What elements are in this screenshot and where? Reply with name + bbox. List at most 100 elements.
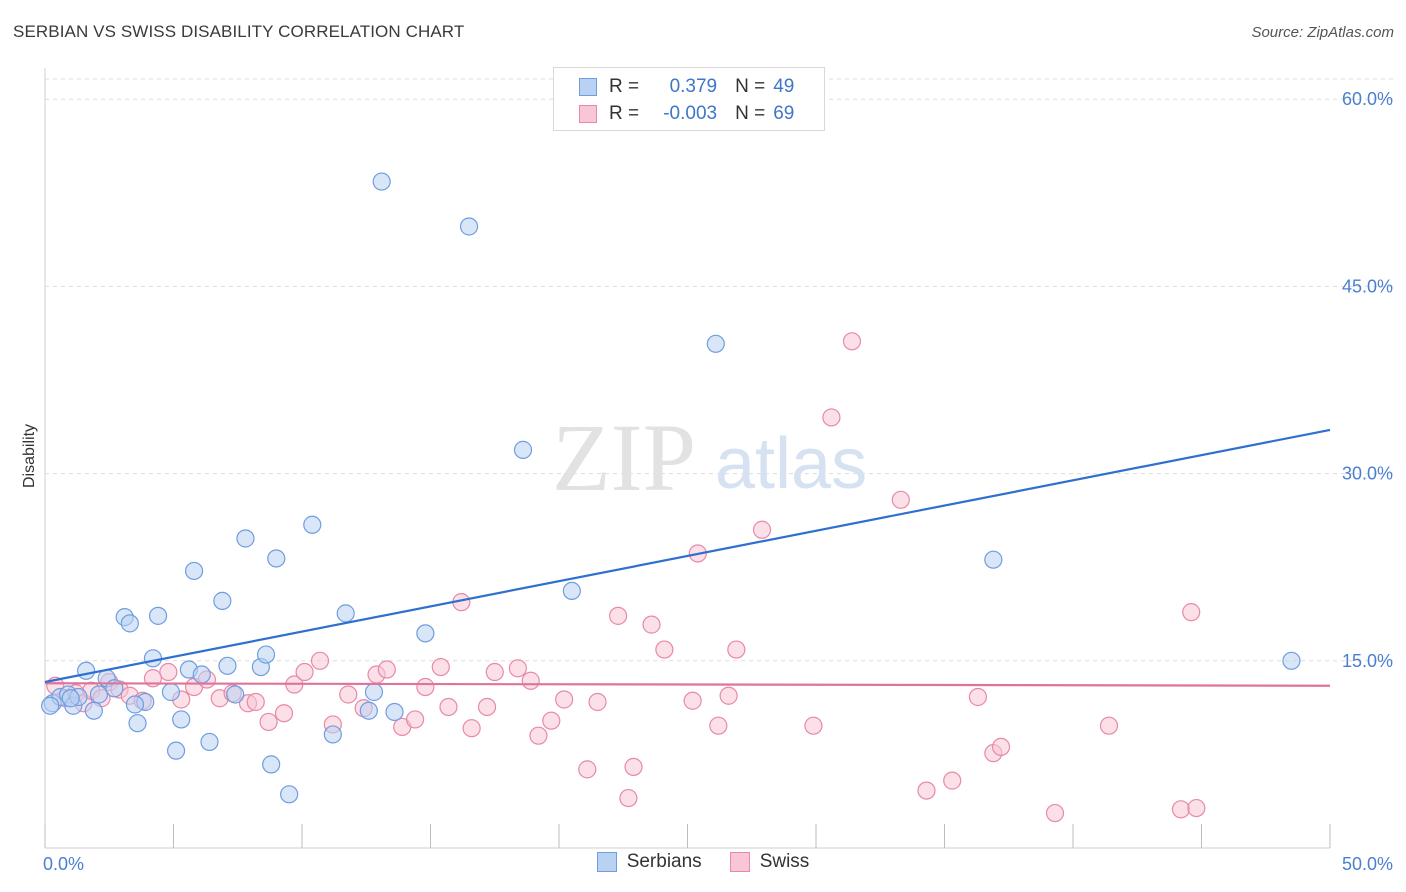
serbian-point <box>562 581 581 601</box>
serbian-point <box>236 529 255 548</box>
swiss-point <box>439 697 458 717</box>
swiss-point <box>159 662 178 682</box>
swiss-point <box>339 685 358 704</box>
serbian-point <box>184 561 204 581</box>
swiss-point <box>891 490 910 509</box>
legend-row-swiss: R = -0.003 N = 69 <box>554 101 794 127</box>
swiss-point <box>1187 798 1206 818</box>
x-tick-label-min: 0.0% <box>43 854 84 874</box>
y-tick-label: 30.0% <box>1342 464 1393 484</box>
serbian-point <box>372 172 391 191</box>
stats-legend: R = 0.379 N = 49 R = -0.003 N = 69 <box>553 67 825 131</box>
swiss-point <box>578 760 597 779</box>
swiss-swatch <box>579 105 597 123</box>
swiss-point <box>274 704 294 723</box>
swiss-point <box>485 662 504 682</box>
watermark-zip: ZIP <box>552 404 696 511</box>
swiss-trend-line <box>44 682 1331 687</box>
r-value: 0.379 <box>669 76 718 97</box>
swiss-point <box>1171 800 1191 819</box>
serbian-point <box>706 334 725 353</box>
swiss-point <box>719 686 738 705</box>
serbian-point <box>172 710 191 729</box>
serbian-point <box>161 682 181 702</box>
serbian-point <box>336 604 355 623</box>
swiss-point <box>804 716 823 735</box>
swiss-point <box>655 640 674 659</box>
swiss-point <box>624 757 643 776</box>
serbian-point <box>84 701 103 720</box>
swiss-point <box>529 726 548 745</box>
serbian-point <box>1282 651 1301 670</box>
swiss-point <box>405 710 425 729</box>
n-value: 49 <box>773 76 795 97</box>
swiss-point <box>943 771 962 790</box>
serbian-point <box>218 656 237 675</box>
serbian-point <box>385 702 404 722</box>
serbian-point <box>200 732 219 752</box>
swiss-point <box>642 615 661 634</box>
serbian-point <box>267 549 286 568</box>
swiss-point <box>310 651 330 670</box>
swiss-point <box>295 662 314 682</box>
serbian-point <box>61 689 80 708</box>
chart-title: SERBIAN VS SWISS DISABILITY CORRELATION … <box>13 22 465 41</box>
serbians-label: Serbians <box>626 851 702 872</box>
source-note: Source: ZipAtlas.com <box>1251 24 1394 41</box>
serbian-point <box>359 701 378 720</box>
swiss-point <box>968 687 988 707</box>
swiss-legend-swatch <box>729 852 750 872</box>
serbian-point <box>256 645 276 664</box>
serbian-point <box>120 614 139 633</box>
serbian-point <box>143 649 163 668</box>
r-label: R = <box>609 103 640 124</box>
n-label: N = <box>735 103 766 124</box>
swiss-point <box>521 671 540 690</box>
y-tick-label: 60.0% <box>1342 89 1393 109</box>
serbian-point <box>128 714 147 733</box>
serbian-point <box>89 685 109 704</box>
legend-item-swiss: Swiss <box>729 851 809 873</box>
x-axis-ticks <box>44 824 1331 848</box>
swiss-point <box>1045 803 1065 823</box>
y-tick-label: 15.0% <box>1342 651 1393 671</box>
swiss-point <box>431 657 450 677</box>
y-tick-labels: 15.0% 30.0% 45.0% 60.0% <box>1342 89 1393 671</box>
serbian-swatch <box>579 78 597 96</box>
watermark-atlas: atlas <box>715 424 867 504</box>
swiss-point <box>246 692 265 712</box>
serbian-point <box>416 624 435 643</box>
x-tick-label-max: 50.0% <box>1342 854 1393 874</box>
grid-lines <box>45 78 1395 662</box>
swiss-point <box>555 690 574 709</box>
swiss-point <box>377 660 396 679</box>
swiss-point <box>619 788 638 808</box>
trend-lines <box>44 428 1331 687</box>
serbian-point <box>323 725 342 744</box>
serbian-point <box>226 685 245 704</box>
serbian-point <box>513 440 533 459</box>
swiss-point <box>609 606 628 625</box>
swiss-point <box>752 520 772 539</box>
watermark: ZIP atlas <box>552 404 867 511</box>
swiss-point <box>1182 603 1201 622</box>
serbian-point <box>303 515 322 534</box>
swiss-point <box>462 719 481 738</box>
swiss-point <box>842 332 862 351</box>
swiss-point <box>542 711 561 730</box>
serbian-point <box>77 661 96 680</box>
swiss-point <box>917 781 936 800</box>
swiss-point <box>683 691 702 710</box>
swiss-point <box>588 692 607 712</box>
r-label: R = <box>609 76 640 97</box>
swiss-point <box>709 716 728 735</box>
serbian-point <box>262 755 281 774</box>
swiss-point <box>1099 716 1119 735</box>
serbian-point <box>41 696 60 715</box>
serbian-point <box>364 682 384 702</box>
serbian-point <box>192 665 211 684</box>
y-axis-label: Disability <box>21 424 38 488</box>
swiss-point <box>416 677 435 697</box>
swiss-point <box>727 640 746 659</box>
serbian-point <box>984 550 1003 569</box>
